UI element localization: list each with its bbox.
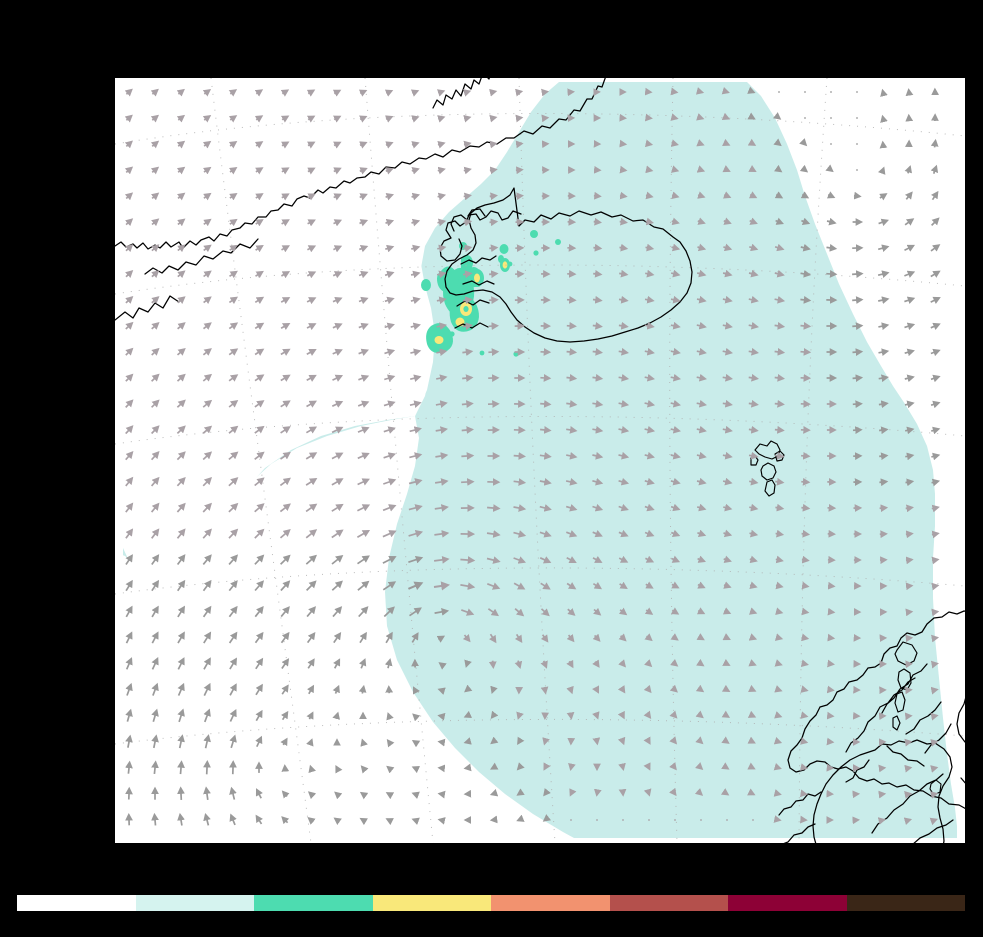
coastline-greenland-inner [144, 238, 259, 275]
coastline-iceland [444, 187, 693, 343]
fill-level-0-sw-corner [115, 788, 174, 843]
coastline-ireland-west [778, 791, 822, 843]
fill-level-0-ne-lobe [749, 80, 957, 482]
coastline-wales [913, 819, 954, 843]
colorbar-segment-7[interactable] [846, 895, 965, 911]
colorbar-segment-6[interactable] [728, 895, 847, 911]
coastline-iceland-west-fjords [454, 255, 497, 329]
colorbar-segment-4[interactable] [491, 895, 610, 911]
map-plot-area[interactable] [115, 78, 965, 843]
coastline-faroe-islands [750, 440, 785, 497]
coastline-scotland-east [956, 697, 965, 743]
colorbar-segment-5[interactable] [609, 895, 728, 911]
colorbar-segment-1[interactable] [135, 895, 254, 911]
colorbar-segment-3[interactable] [372, 895, 491, 911]
colorbar[interactable] [17, 895, 965, 911]
map-canvas[interactable] [115, 78, 965, 843]
colorbar-segment-2[interactable] [254, 895, 373, 911]
coastline-scotland [787, 610, 965, 810]
fill-level-0-east-notch [941, 482, 957, 590]
coastline-isle-of-man [929, 779, 942, 796]
wind-vector-field [124, 86, 941, 826]
coastline-iceland-nw-peninsula [439, 208, 522, 262]
coastline-greenland-fjord [115, 295, 180, 321]
colorbar-segment-0[interactable] [17, 895, 136, 911]
coastline-scotland-west [845, 663, 952, 754]
